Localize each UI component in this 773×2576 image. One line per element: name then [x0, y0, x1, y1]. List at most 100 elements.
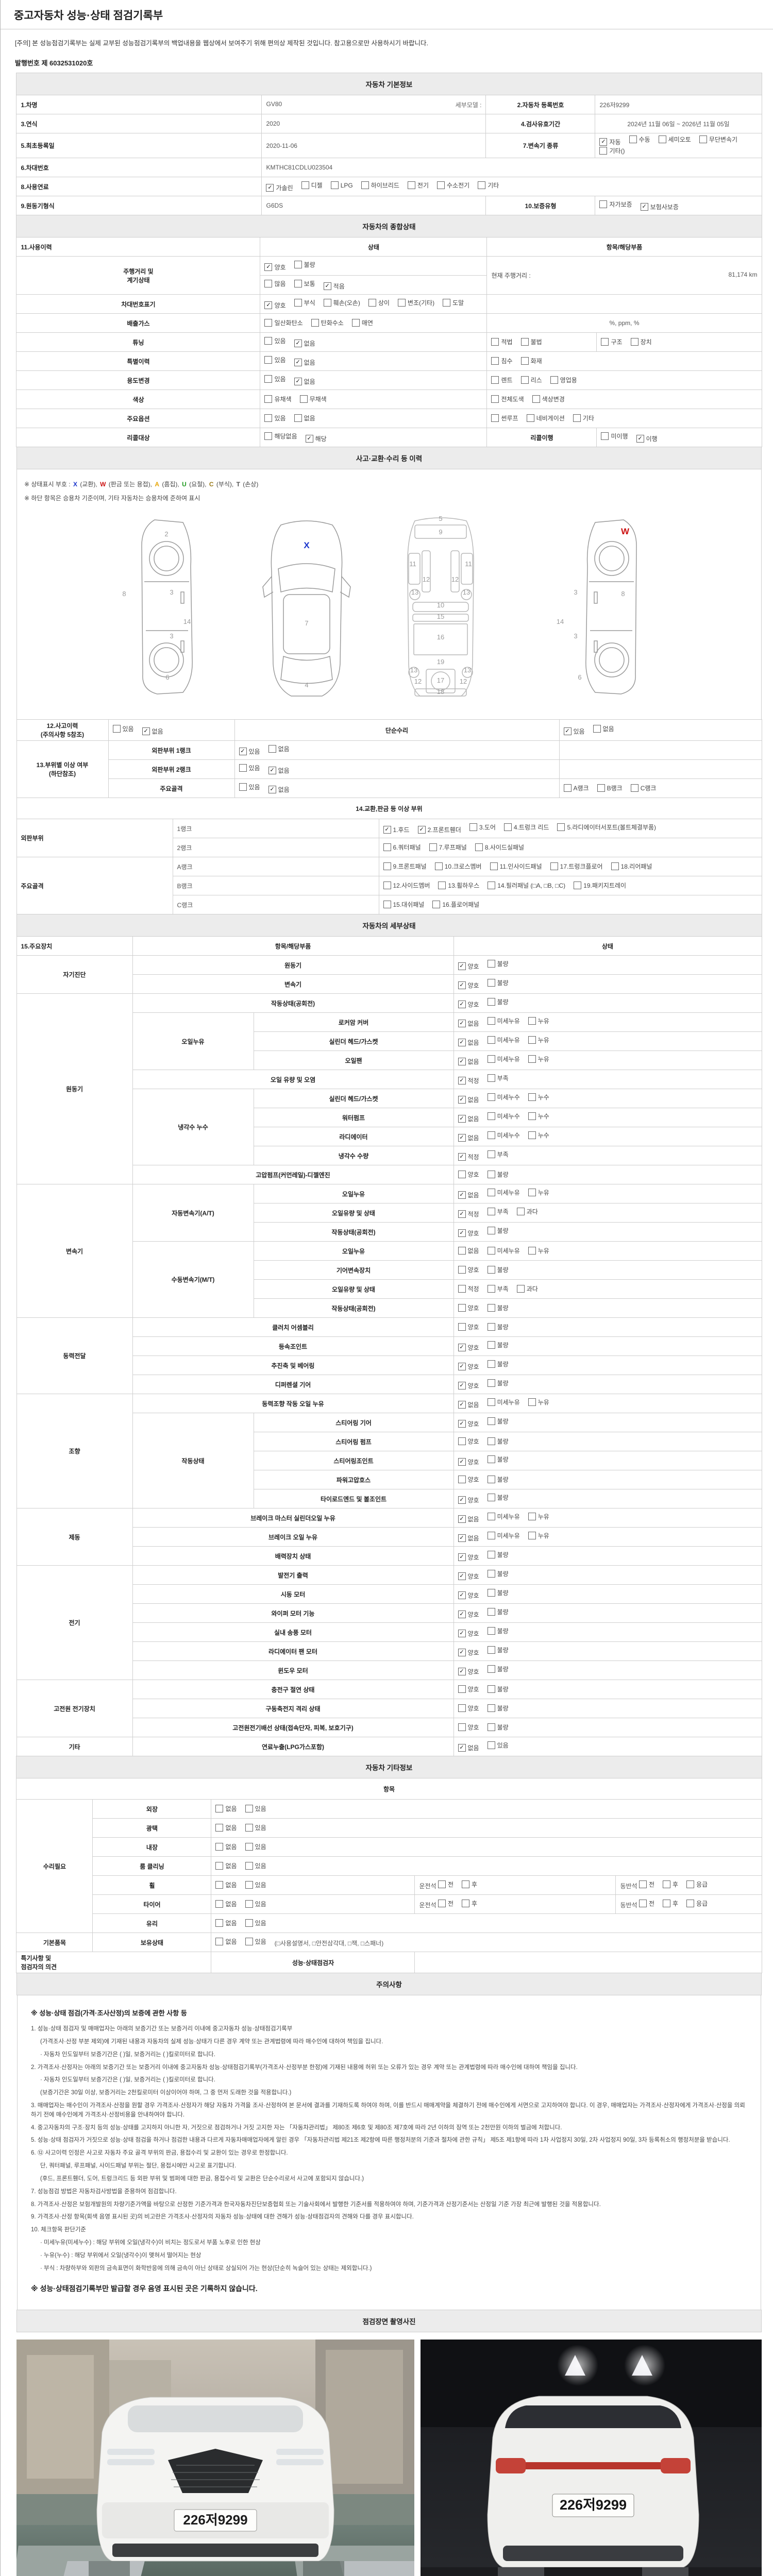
unchecked-checkbox-icon[interactable]: [528, 1513, 536, 1520]
unchecked-checkbox-icon[interactable]: [487, 1704, 495, 1712]
checkbox-option[interactable]: 미세누수: [487, 1131, 520, 1140]
checkbox-option[interactable]: 훼손(오손): [323, 298, 360, 307]
checkbox-option[interactable]: 전: [438, 1899, 453, 1908]
checkbox-option[interactable]: ✓ 가솔린: [266, 183, 293, 192]
unchecked-checkbox-icon[interactable]: [574, 881, 582, 889]
checkbox-option[interactable]: 19.패키지트레이: [574, 881, 626, 890]
checked-checkbox-icon[interactable]: ✓: [458, 1668, 466, 1675]
unchecked-checkbox-icon[interactable]: [487, 1036, 495, 1044]
unchecked-checkbox-icon[interactable]: [245, 1823, 253, 1832]
checkbox-option[interactable]: ✓ 없음: [458, 1515, 479, 1523]
checked-checkbox-icon[interactable]: ✓: [458, 1744, 466, 1752]
checkbox-option[interactable]: 무단변속기: [699, 135, 737, 144]
unchecked-checkbox-icon[interactable]: [487, 1398, 495, 1406]
unchecked-checkbox-icon[interactable]: [491, 395, 499, 403]
checkbox-option[interactable]: 있음: [264, 414, 286, 422]
checkbox-option[interactable]: 불량: [487, 1723, 509, 1732]
checkbox-option[interactable]: 없음: [215, 1804, 237, 1813]
checkbox-option[interactable]: ✓ 양호: [458, 1343, 479, 1352]
checkbox-option[interactable]: 부식: [294, 298, 315, 307]
checkbox-option[interactable]: ✓ 적정: [458, 1153, 479, 1161]
checked-checkbox-icon[interactable]: ✓: [599, 138, 608, 146]
unchecked-checkbox-icon[interactable]: [601, 337, 609, 346]
checkbox-option[interactable]: 응급: [686, 1880, 708, 1889]
checkbox-option[interactable]: ✓ 양호: [458, 981, 479, 990]
checkbox-option[interactable]: ✓ 없음: [268, 766, 290, 775]
checkbox-option[interactable]: 썬루프: [491, 414, 518, 422]
unchecked-checkbox-icon[interactable]: [487, 1379, 495, 1387]
checkbox-option[interactable]: ✓ 없음: [458, 1400, 479, 1409]
checkbox-option[interactable]: 화재: [520, 357, 542, 365]
checkbox-option[interactable]: 양호: [458, 1323, 479, 1331]
checkbox-option[interactable]: 부족: [487, 1074, 509, 1082]
checkbox-option[interactable]: ✓ 이행: [636, 434, 658, 443]
unchecked-checkbox-icon[interactable]: [294, 261, 302, 268]
checkbox-option[interactable]: 있음: [245, 1900, 266, 1908]
unchecked-checkbox-icon[interactable]: [487, 1608, 495, 1616]
checkbox-option[interactable]: 불량: [487, 1493, 509, 1502]
unchecked-checkbox-icon[interactable]: [487, 1112, 495, 1120]
checked-checkbox-icon[interactable]: ✓: [458, 1115, 466, 1123]
unchecked-checkbox-icon[interactable]: [458, 1303, 466, 1312]
checked-checkbox-icon[interactable]: ✓: [268, 786, 276, 793]
checkbox-option[interactable]: 누수: [528, 1112, 549, 1121]
unchecked-checkbox-icon[interactable]: [487, 1455, 495, 1463]
checked-checkbox-icon[interactable]: ✓: [458, 1496, 466, 1504]
unchecked-checkbox-icon[interactable]: [487, 1513, 495, 1520]
unchecked-checkbox-icon[interactable]: [361, 181, 369, 189]
unchecked-checkbox-icon[interactable]: [383, 843, 391, 851]
checkbox-option[interactable]: 18.리어패널: [611, 862, 652, 871]
checkbox-option[interactable]: 양호: [458, 1475, 479, 1484]
checked-checkbox-icon[interactable]: ✓: [458, 1534, 466, 1542]
checkbox-option[interactable]: ✓ 자동: [599, 138, 621, 146]
unchecked-checkbox-icon[interactable]: [245, 1861, 253, 1870]
unchecked-checkbox-icon[interactable]: [699, 135, 707, 143]
checkbox-option[interactable]: 없음: [215, 1900, 237, 1908]
checked-checkbox-icon[interactable]: ✓: [458, 1401, 466, 1409]
checkbox-option[interactable]: 도말: [443, 298, 464, 307]
unchecked-checkbox-icon[interactable]: [475, 843, 483, 851]
checked-checkbox-icon[interactable]: ✓: [563, 727, 572, 735]
unchecked-checkbox-icon[interactable]: [487, 1227, 495, 1234]
unchecked-checkbox-icon[interactable]: [597, 784, 605, 792]
checkbox-option[interactable]: 양호: [458, 1723, 479, 1732]
checked-checkbox-icon[interactable]: ✓: [458, 1344, 466, 1351]
checkbox-option[interactable]: 불량: [487, 1265, 509, 1274]
unchecked-checkbox-icon[interactable]: [458, 1704, 466, 1712]
unchecked-checkbox-icon[interactable]: [215, 1938, 224, 1945]
checkbox-option[interactable]: ✓ 양호: [458, 1648, 479, 1657]
unchecked-checkbox-icon[interactable]: [264, 375, 273, 383]
checkbox-option[interactable]: 유채색: [264, 395, 292, 403]
checkbox-option[interactable]: ✓ 해당: [305, 434, 327, 443]
unchecked-checkbox-icon[interactable]: [630, 784, 638, 792]
checkbox-option[interactable]: 전: [638, 1899, 654, 1908]
unchecked-checkbox-icon[interactable]: [487, 1150, 495, 1158]
checkbox-option[interactable]: 없음: [215, 1880, 237, 1889]
unchecked-checkbox-icon[interactable]: [351, 318, 360, 327]
checkbox-option[interactable]: ✓ 없음: [458, 1743, 479, 1752]
unchecked-checkbox-icon[interactable]: [503, 823, 512, 831]
checkbox-option[interactable]: 미이행: [601, 432, 628, 440]
checkbox-option[interactable]: 17.트렁크플로어: [550, 862, 603, 871]
checked-checkbox-icon[interactable]: ✓: [323, 282, 331, 290]
unchecked-checkbox-icon[interactable]: [528, 1398, 536, 1406]
unchecked-checkbox-icon[interactable]: [528, 1189, 536, 1196]
checkbox-option[interactable]: 일산화탄소: [264, 318, 303, 327]
checkbox-option[interactable]: 전: [438, 1880, 453, 1889]
checked-checkbox-icon[interactable]: ✓: [294, 378, 302, 385]
checkbox-option[interactable]: ✓ 없음: [458, 1057, 479, 1066]
unchecked-checkbox-icon[interactable]: [264, 356, 273, 364]
checkbox-option[interactable]: 디젤: [301, 181, 323, 190]
checkbox-option[interactable]: 불량: [487, 997, 509, 1006]
checkbox-option[interactable]: 3.도어: [469, 823, 496, 832]
checkbox-option[interactable]: 렌트: [491, 376, 513, 384]
checkbox-option[interactable]: 있음: [264, 375, 286, 383]
checked-checkbox-icon[interactable]: ✓: [417, 826, 426, 834]
checked-checkbox-icon[interactable]: ✓: [458, 1382, 466, 1389]
checkbox-option[interactable]: 없음: [593, 724, 614, 733]
checked-checkbox-icon[interactable]: ✓: [458, 1649, 466, 1656]
unchecked-checkbox-icon[interactable]: [487, 1246, 495, 1255]
checkbox-option[interactable]: 영업용: [550, 376, 577, 384]
checked-checkbox-icon[interactable]: ✓: [294, 359, 302, 366]
unchecked-checkbox-icon[interactable]: [662, 1900, 670, 1907]
